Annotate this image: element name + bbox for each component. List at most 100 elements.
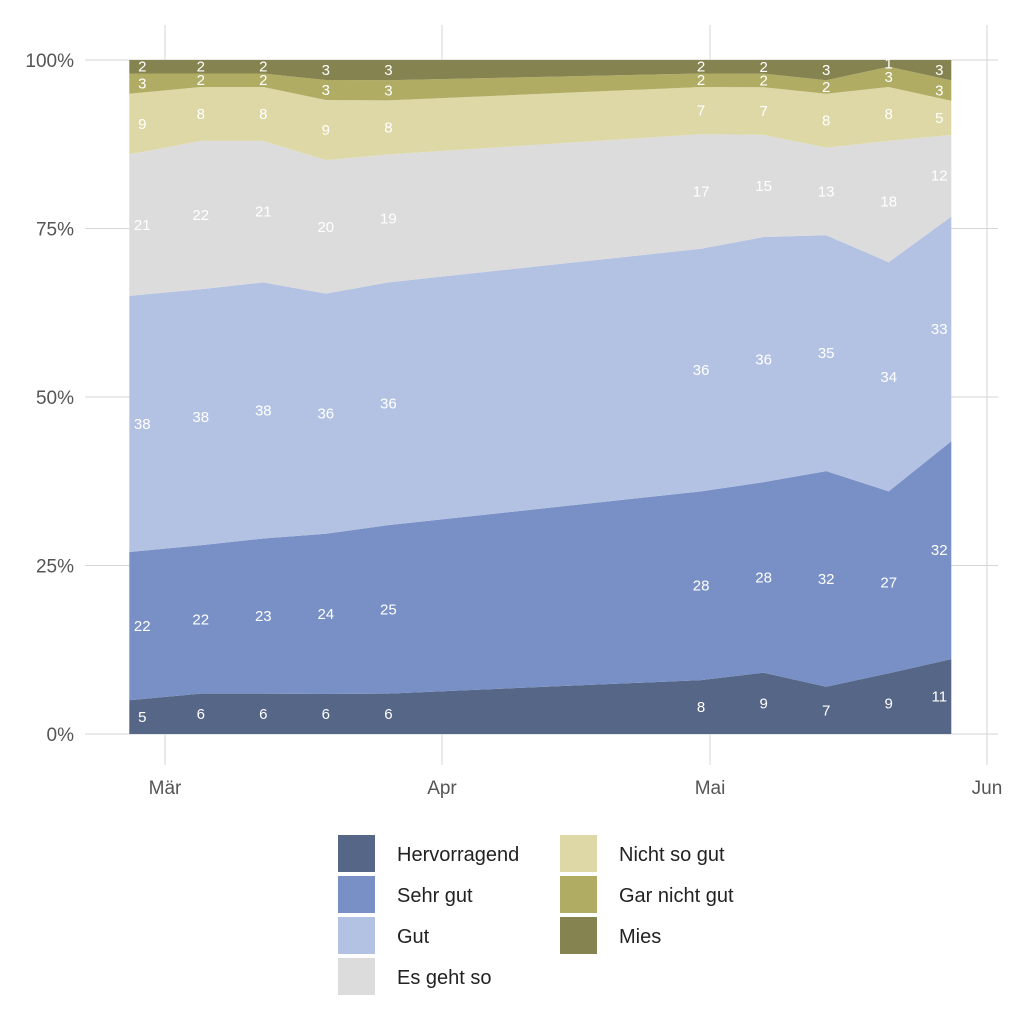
x-tick-label: Mai — [695, 778, 726, 799]
data-label: 36 — [755, 352, 772, 369]
legend-label: Es geht so — [397, 967, 492, 989]
data-label: 9 — [885, 696, 893, 713]
data-label: 35 — [818, 345, 835, 362]
x-tick-label: Jun — [972, 778, 1003, 799]
data-label: 38 — [255, 402, 272, 419]
data-label: 32 — [818, 571, 835, 588]
data-label: 22 — [192, 207, 209, 224]
legend-swatch — [338, 917, 375, 954]
data-label: 2 — [197, 59, 205, 76]
data-label: 7 — [697, 103, 705, 120]
data-label: 3 — [138, 76, 146, 93]
data-label: 3 — [322, 62, 330, 79]
data-label: 19 — [380, 210, 397, 227]
data-label: 2 — [759, 72, 767, 89]
data-label: 17 — [693, 183, 710, 200]
data-label: 2 — [697, 59, 705, 76]
y-tick-label: 25% — [36, 557, 74, 578]
data-label: 8 — [384, 119, 392, 136]
y-tick-label: 0% — [47, 725, 75, 746]
data-label: 3 — [322, 82, 330, 99]
legend-swatch — [560, 835, 597, 872]
y-tick-label: 50% — [36, 388, 74, 409]
data-label: 21 — [134, 217, 151, 234]
data-label: 28 — [693, 578, 710, 595]
data-label: 15 — [755, 178, 772, 195]
data-label: 23 — [255, 608, 272, 625]
data-label: 3 — [885, 69, 893, 86]
data-label: 36 — [380, 396, 397, 413]
data-label: 6 — [384, 706, 392, 723]
data-label: 22 — [192, 611, 209, 628]
legend-label: Mies — [619, 926, 661, 948]
data-label: 20 — [317, 219, 334, 236]
data-label: 36 — [317, 406, 334, 423]
data-label: 32 — [931, 542, 948, 559]
legend-swatch — [338, 835, 375, 872]
y-tick-label: 100% — [25, 51, 74, 72]
data-label: 2 — [697, 72, 705, 89]
data-label: 5 — [935, 110, 943, 127]
data-label: 18 — [880, 194, 897, 211]
area-es-geht-so — [129, 134, 952, 296]
data-label: 27 — [880, 574, 897, 591]
data-label: 12 — [931, 168, 948, 185]
x-tick-label: Apr — [427, 778, 457, 799]
data-label: 38 — [192, 409, 209, 426]
data-label: 3 — [384, 82, 392, 99]
legend-label: Gar nicht gut — [619, 885, 734, 907]
data-label: 2 — [822, 79, 830, 96]
legend-swatch — [560, 876, 597, 913]
data-label: 8 — [697, 699, 705, 716]
area-hervorragend — [129, 659, 952, 734]
data-label: 24 — [317, 606, 334, 623]
data-label: 9 — [138, 116, 146, 133]
area-sehr-gut — [129, 441, 952, 701]
data-label: 34 — [880, 369, 897, 386]
data-label: 3 — [935, 83, 943, 100]
data-label: 38 — [134, 416, 151, 433]
data-label: 8 — [822, 113, 830, 130]
data-label: 7 — [822, 702, 830, 719]
legend-label: Sehr gut — [397, 885, 473, 907]
data-label: 2 — [197, 72, 205, 89]
y-tick-label: 75% — [36, 220, 74, 241]
data-label: 6 — [197, 706, 205, 723]
area-mies — [129, 60, 952, 81]
data-label: 2 — [138, 59, 146, 76]
data-label: 25 — [380, 601, 397, 618]
data-label: 13 — [818, 183, 835, 200]
data-label: 5 — [138, 709, 146, 726]
x-tick-label: Mär — [149, 778, 182, 799]
data-label: 8 — [197, 106, 205, 123]
data-label: 2 — [259, 72, 267, 89]
legend-label: Nicht so gut — [619, 844, 725, 866]
data-label: 9 — [759, 695, 767, 712]
data-label: 11 — [931, 689, 947, 706]
area-gar-nicht-gut — [129, 66, 952, 101]
data-label: 2 — [259, 59, 267, 76]
area-nicht-so-gut — [129, 87, 952, 161]
data-label: 7 — [759, 103, 767, 120]
legend-swatch — [338, 958, 375, 995]
data-label: 2 — [759, 59, 767, 76]
data-label: 3 — [384, 62, 392, 79]
data-label: 21 — [255, 204, 272, 221]
data-label: 33 — [931, 321, 948, 338]
legend-swatch — [560, 917, 597, 954]
data-label: 8 — [885, 106, 893, 123]
data-label: 28 — [755, 569, 772, 586]
data-label: 6 — [259, 706, 267, 723]
data-label: 36 — [693, 362, 710, 379]
data-label: 8 — [259, 106, 267, 123]
data-label: 6 — [322, 706, 330, 723]
legend-label: Hervorragend — [397, 844, 519, 866]
data-label: 22 — [134, 618, 151, 635]
data-label: 3 — [822, 62, 830, 79]
area-gut — [129, 216, 952, 552]
data-label: 3 — [935, 62, 943, 79]
legend-label: Gut — [397, 926, 430, 948]
data-label: 1 — [885, 55, 893, 72]
